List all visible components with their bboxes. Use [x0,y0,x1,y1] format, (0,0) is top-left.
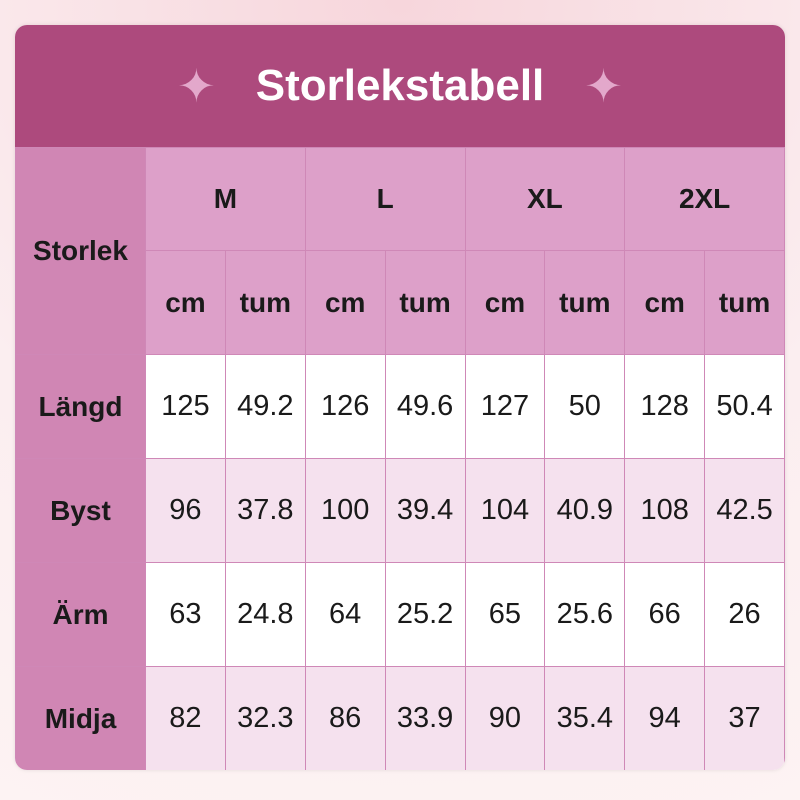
row-header: Storlek [15,147,146,355]
value-cell: 25.6 [544,562,626,667]
value-cell: 37 [704,666,785,770]
value-cell: 96 [145,458,226,563]
size-header: M [145,147,306,251]
chart-title: Storlekstabell [255,61,545,110]
value-cell: 126 [304,354,386,459]
unit-header: tum [544,250,626,355]
value-cell: 25.2 [384,562,466,667]
unit-header: cm [464,250,546,355]
title-bar: ✦ Storlekstabell ✦ [15,25,785,147]
value-cell: 39.4 [384,458,466,563]
value-cell: 104 [464,458,546,563]
table-row: Midja 82 32.3 86 33.9 90 35.4 94 37 [15,666,785,770]
unit-header: cm [304,250,386,355]
value-cell: 42.5 [704,458,785,563]
value-cell: 50.4 [704,354,785,459]
value-cell: 33.9 [384,666,466,770]
unit-header: tum [704,250,785,355]
row-label: Byst [15,458,146,563]
value-cell: 100 [304,458,386,563]
unit-header: cm [145,250,226,355]
value-cell: 65 [464,562,546,667]
value-cell: 49.2 [224,354,306,459]
value-cell: 128 [624,354,706,459]
value-cell: 35.4 [544,666,626,770]
value-cell: 90 [464,666,546,770]
table-row: Ärm 63 24.8 64 25.2 65 25.6 66 26 [15,562,785,667]
value-cell: 125 [145,354,226,459]
unit-header: tum [384,250,466,355]
value-cell: 63 [145,562,226,667]
table-row: Byst 96 37.8 100 39.4 104 40.9 108 42.5 [15,458,785,563]
table-row: Längd 125 49.2 126 49.6 127 50 128 50.4 [15,354,785,459]
value-cell: 37.8 [224,458,306,563]
value-cell: 32.3 [224,666,306,770]
value-cell: 66 [624,562,706,667]
value-cell: 49.6 [384,354,466,459]
value-cell: 64 [304,562,386,667]
unit-header: cm [624,250,706,355]
value-cell: 26 [704,562,785,667]
row-label: Ärm [15,562,146,667]
value-cell: 86 [304,666,386,770]
size-header: XL [464,147,626,251]
sparkle-icon: ✦ [177,60,216,112]
row-label: Midja [15,666,146,770]
value-cell: 50 [544,354,626,459]
value-cell: 108 [624,458,706,563]
size-chart: ✦ Storlekstabell ✦ Storlek M L XL 2XL cm tum c… [15,25,785,770]
size-header: L [304,147,466,251]
row-label: Längd [15,354,146,459]
unit-header: tum [224,250,306,355]
size-table: Storlek M L XL 2XL cm tum cm tum cm tum cm tum Läng… [15,147,785,770]
size-header: 2XL [624,147,785,251]
value-cell: 94 [624,666,706,770]
value-cell: 40.9 [544,458,626,563]
value-cell: 127 [464,354,546,459]
sparkle-icon: ✦ [584,60,623,112]
value-cell: 82 [145,666,226,770]
value-cell: 24.8 [224,562,306,667]
